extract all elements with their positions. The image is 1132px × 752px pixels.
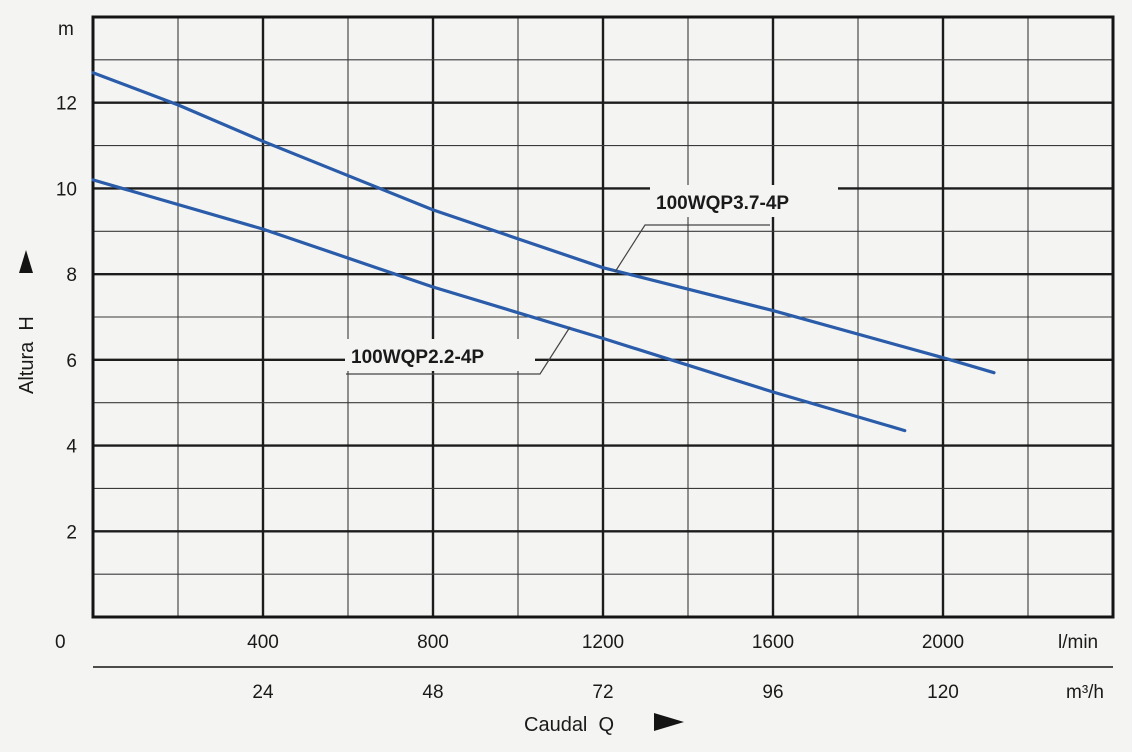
grid xyxy=(93,17,1113,617)
series-line-100wqp2-2-4p xyxy=(91,178,907,433)
x-tick-label-lmin: 2000 xyxy=(922,632,964,653)
x-tick-label-lmin: 800 xyxy=(417,632,449,653)
plot-frame xyxy=(91,15,1115,619)
series-line-100wqp3-7-4p xyxy=(91,71,996,375)
label-bg-100wqp2-2-4p xyxy=(345,339,535,371)
label-leader-100wqp3-7-4p xyxy=(614,224,770,273)
series-lines xyxy=(91,71,996,433)
x-tick-label-lmin: 400 xyxy=(247,632,279,653)
y-tick-label: 10 xyxy=(56,179,77,200)
x-tick-label-m3h: 120 xyxy=(927,682,959,703)
y-axis-title: Altura H xyxy=(16,316,38,394)
y-tick-labels: 2 4 6 8 10 12 xyxy=(56,94,78,544)
y-axis-unit: m xyxy=(58,19,74,40)
x-axis-title: Caudal Q xyxy=(524,714,614,736)
y-tick-label: 6 xyxy=(66,351,77,372)
y-tick-label: 4 xyxy=(66,437,77,458)
series-label-100wqp3-7-4p: 100WQP3.7-4P xyxy=(656,193,789,214)
x-tick-label-m3h: 72 xyxy=(592,682,613,703)
x-tick-labels-m3h: 24 48 72 96 120 xyxy=(252,682,958,703)
x-axis-unit-m3h: m³/h xyxy=(1066,682,1104,703)
y-tick-label: 8 xyxy=(66,265,77,286)
y-tick-label: 2 xyxy=(66,522,77,543)
label-bg-100wqp3-7-4p xyxy=(650,185,838,217)
x-tick-label-m3h: 96 xyxy=(762,682,783,703)
x-axis-unit-lmin: l/min xyxy=(1058,632,1098,653)
x-tick-label-lmin: 1600 xyxy=(752,632,794,653)
series-label-100wqp2-2-4p: 100WQP2.2-4P xyxy=(351,347,484,368)
x-axis-arrow-icon xyxy=(654,713,684,731)
y-axis-arrow-icon xyxy=(19,250,33,273)
x-tick-label-lmin: 1200 xyxy=(582,632,624,653)
y-tick-label: 12 xyxy=(56,94,77,115)
x-tick-label-m3h: 24 xyxy=(252,682,274,703)
label-leader-100wqp2-2-4p xyxy=(346,326,571,375)
x-tick-labels-lmin: 400 800 1200 1600 2000 xyxy=(247,632,964,653)
origin-label: 0 xyxy=(55,632,66,653)
x-tick-label-m3h: 48 xyxy=(422,682,443,703)
